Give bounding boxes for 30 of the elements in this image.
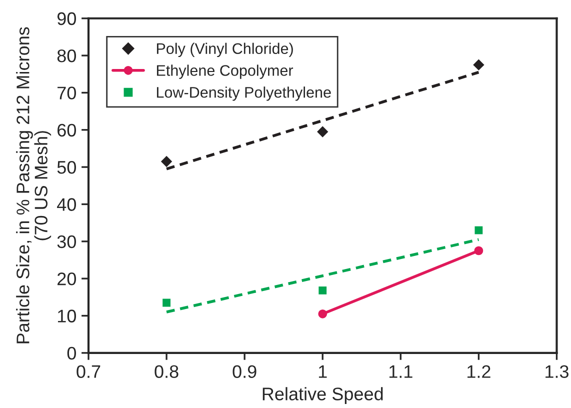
x-tick-label: 1: [318, 365, 327, 378]
x-tick-label: 0.9: [232, 365, 256, 378]
x-tick-label: 0.8: [154, 365, 178, 378]
y-tick-label: 10: [58, 310, 76, 322]
x-axis-title: Relative Speed: [262, 387, 383, 404]
y-axis-title: Particle Size, in % Passing 212 Microns (70 US Mesh): [16, 27, 52, 344]
y-tick-label: 30: [57, 235, 76, 248]
point: [160, 156, 172, 168]
point: [473, 59, 484, 70]
x-tick-label: 1.1: [389, 365, 412, 378]
point: [318, 286, 327, 294]
y-tick-label: 40: [57, 198, 76, 211]
y-tick-label: 90: [57, 12, 76, 26]
point: [474, 226, 483, 234]
point: [474, 246, 484, 256]
y-tick-label: 70: [58, 86, 76, 100]
point: [317, 126, 328, 138]
x-tick-label: 0.7: [76, 365, 100, 378]
point: [162, 298, 170, 307]
y-tick-label: 80: [57, 49, 76, 62]
x-tick-label: 1.2: [468, 365, 490, 378]
y-tick-label: 0: [67, 346, 76, 360]
y-tick-label: 60: [58, 124, 76, 137]
legend-label: Ethylene Copolymer: [156, 64, 294, 79]
y-tick-label: 20: [58, 272, 76, 286]
y-tick-label: 50: [57, 160, 76, 174]
x-tick-label: 1.3: [546, 365, 568, 378]
legend-label: Poly (Vinyl Chloride): [156, 42, 293, 58]
point: [318, 309, 328, 318]
legend-label: Low-Density Polyethylene: [156, 86, 331, 101]
